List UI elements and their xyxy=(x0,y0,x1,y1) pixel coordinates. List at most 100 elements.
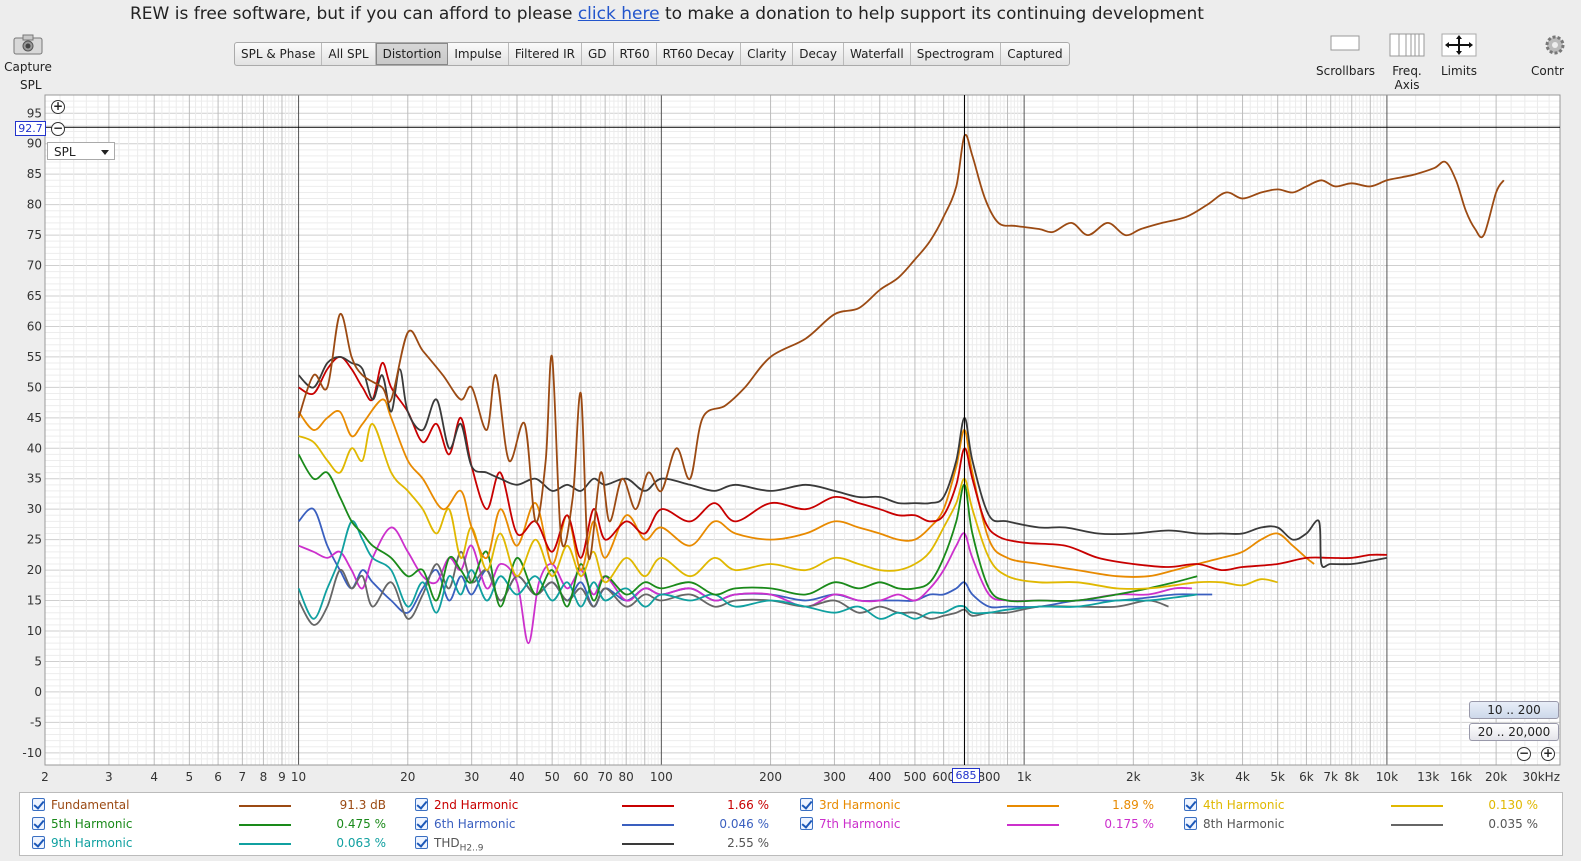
tab-gd[interactable]: GD xyxy=(582,43,614,65)
legend-swatch xyxy=(239,843,291,845)
y-tick-label: 20 xyxy=(27,563,42,577)
donation-link[interactable]: click here xyxy=(577,4,660,24)
legend-series-name: 9th Harmonic xyxy=(51,834,132,852)
freq-axis-button[interactable]: Freq. Axis xyxy=(1379,33,1435,92)
capture-button[interactable]: Capture xyxy=(4,33,52,74)
x-tick-label: 500 xyxy=(903,770,926,784)
legend-series-name: 7th Harmonic xyxy=(819,815,900,833)
tab-all-spl[interactable]: All SPL xyxy=(322,43,376,65)
zoom-out-x-icon[interactable]: − xyxy=(1517,746,1531,761)
y-tick-label: -5 xyxy=(30,715,42,729)
tab-clarity[interactable]: Clarity xyxy=(741,43,794,65)
controls-button[interactable]: Contr xyxy=(1531,33,1581,78)
x-tick-label: 3k xyxy=(1190,770,1205,784)
tab-decay[interactable]: Decay xyxy=(793,43,844,65)
legend-series-subscript: H2..9 xyxy=(459,843,484,854)
zoom-in-y-icon[interactable]: + xyxy=(51,99,65,114)
tab-spectrogram[interactable]: Spectrogram xyxy=(911,43,1002,65)
legend-series-name: Fundamental xyxy=(51,796,130,814)
series-line-8th-harmonic xyxy=(297,550,1169,626)
x-tick-label: 20 xyxy=(400,770,415,784)
series-line-5th-harmonic xyxy=(297,453,1198,608)
legend-swatch xyxy=(1007,824,1059,826)
legend-swatch xyxy=(622,824,674,826)
legend-series-value: 0.063 % xyxy=(336,836,386,850)
x-tick-label: 7k xyxy=(1323,770,1338,784)
limits-button[interactable]: Limits xyxy=(1437,33,1481,78)
y-axis-select[interactable]: SPL xyxy=(47,142,115,160)
legend-item: THDH2..9 2.55 % xyxy=(415,834,775,853)
y-tick-label: 55 xyxy=(27,350,42,364)
legend-series-value: 1.66 % xyxy=(727,798,769,812)
series-line-7th-harmonic xyxy=(298,526,1192,645)
legend-series-value: 0.035 % xyxy=(1488,817,1538,831)
x-tick-label: 800 xyxy=(978,770,1001,784)
legend-series-name: 5th Harmonic xyxy=(51,815,132,833)
y-tick-label: 85 xyxy=(27,167,42,181)
series-line-fundamental xyxy=(297,133,1505,560)
checkbox-icon[interactable] xyxy=(1184,798,1197,811)
checkbox-icon[interactable] xyxy=(32,817,45,830)
legend-swatch xyxy=(239,824,291,826)
legend-series-value: 91.3 dB xyxy=(339,798,386,812)
legend-swatch xyxy=(622,805,674,807)
legend-series-name: THDH2..9 xyxy=(434,834,484,857)
tab-waterfall[interactable]: Waterfall xyxy=(844,43,911,65)
zoom-out-y-icon[interactable]: − xyxy=(51,121,65,136)
series-line-2nd-harmonic xyxy=(298,356,1387,572)
range-button-10-200[interactable]: 10 .. 200 xyxy=(1469,701,1559,719)
y-tick-label: 40 xyxy=(27,441,42,455)
distortion-chart[interactable]: 95908580757065605550454035302520151050-5… xyxy=(0,88,1581,788)
legend-series-name-text: 2nd Harmonic xyxy=(434,798,519,812)
scrollbars-button[interactable]: Scrollbars xyxy=(1316,33,1375,78)
checkbox-icon[interactable] xyxy=(800,798,813,811)
tab-distortion[interactable]: Distortion xyxy=(375,43,449,65)
x-tick-label: 1k xyxy=(1017,770,1032,784)
x-tick-label: 3 xyxy=(105,770,113,784)
checkbox-icon[interactable] xyxy=(32,836,45,849)
series-line-3rd-harmonic xyxy=(297,398,1315,578)
y-tick-label: 75 xyxy=(27,228,42,242)
y-tick-label: 35 xyxy=(27,472,42,486)
legend-item: 2nd Harmonic 1.66 % xyxy=(415,796,775,814)
legend-item: 4th Harmonic 0.130 % xyxy=(1184,796,1544,814)
y-tick-label: 50 xyxy=(27,380,42,394)
y-tick-label: 45 xyxy=(27,411,42,425)
legend-item: 3rd Harmonic 1.89 % xyxy=(800,796,1160,814)
x-tick-label: 50 xyxy=(545,770,560,784)
x-tick-label: 6k xyxy=(1299,770,1314,784)
tab-spl-phase[interactable]: SPL & Phase xyxy=(235,43,323,65)
freq-axis-icon xyxy=(1389,33,1425,57)
range-button-20-20000[interactable]: 20 .. 20,000 xyxy=(1469,723,1559,741)
legend-series-name: 6th Harmonic xyxy=(434,815,515,833)
zoom-in-x-icon[interactable]: + xyxy=(1541,746,1555,761)
gear-icon xyxy=(1545,35,1565,55)
y-tick-label: 5 xyxy=(34,654,42,668)
legend-swatch xyxy=(1007,805,1059,807)
x-tick-label: 80 xyxy=(619,770,634,784)
checkbox-icon[interactable] xyxy=(415,836,428,849)
legend-item: 6th Harmonic 0.046 % xyxy=(415,815,775,833)
checkbox-icon[interactable] xyxy=(800,817,813,830)
legend-swatch xyxy=(622,843,674,845)
checkbox-icon[interactable] xyxy=(415,817,428,830)
series-line-9th-harmonic xyxy=(297,520,1198,620)
x-tick-label: 400 xyxy=(868,770,891,784)
checkbox-icon[interactable] xyxy=(415,798,428,811)
x-tick-label: 4 xyxy=(150,770,158,784)
legend-item: 5th Harmonic 0.475 % xyxy=(32,815,392,833)
y-tick-label: 65 xyxy=(27,289,42,303)
y-axis-select-value: SPL xyxy=(54,145,76,159)
x-tick-label: 70 xyxy=(598,770,613,784)
checkbox-icon[interactable] xyxy=(1184,817,1197,830)
tab-captured[interactable]: Captured xyxy=(1007,47,1063,61)
tab-rt60-decay[interactable]: RT60 Decay xyxy=(657,43,742,65)
legend-series-name-text: 3rd Harmonic xyxy=(819,798,901,812)
tab-filtered-ir[interactable]: Filtered IR xyxy=(509,43,582,65)
tab-impulse[interactable]: Impulse xyxy=(448,43,509,65)
legend-series-name-text: 7th Harmonic xyxy=(819,817,901,831)
x-tick-label: 10k xyxy=(1376,770,1398,784)
checkbox-icon[interactable] xyxy=(32,798,45,811)
tab-rt60[interactable]: RT60 xyxy=(614,43,657,65)
legend-item: 9th Harmonic 0.063 % xyxy=(32,834,392,852)
